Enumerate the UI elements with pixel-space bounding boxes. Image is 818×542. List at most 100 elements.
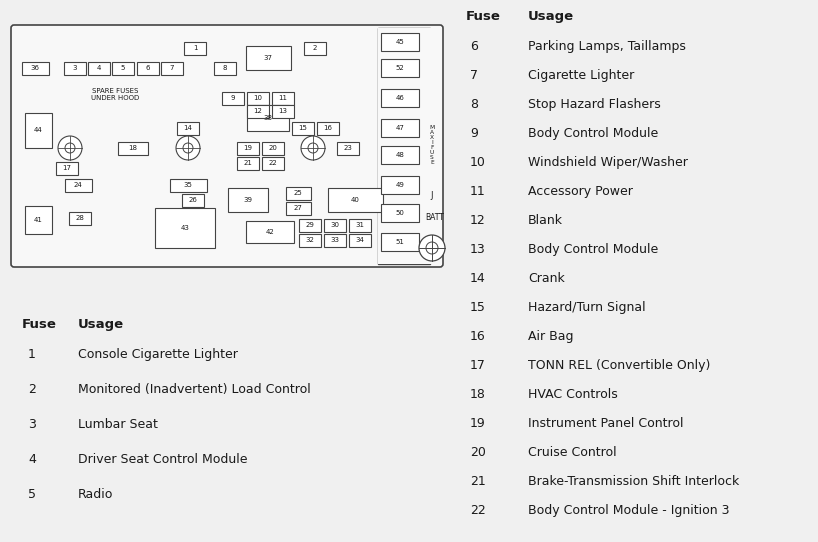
Text: 3: 3 <box>73 65 77 71</box>
Text: 30: 30 <box>330 222 339 228</box>
Bar <box>299 234 321 247</box>
Text: 16: 16 <box>470 330 486 343</box>
Text: 19: 19 <box>470 417 486 430</box>
Bar <box>337 141 359 154</box>
Text: 52: 52 <box>396 65 404 71</box>
Circle shape <box>183 143 193 153</box>
Text: 1: 1 <box>28 348 36 361</box>
Bar <box>137 61 159 74</box>
Text: 18: 18 <box>128 145 137 151</box>
Text: 22: 22 <box>470 504 486 517</box>
Text: Cruise Control: Cruise Control <box>528 446 617 459</box>
Text: Air Bag: Air Bag <box>528 330 573 343</box>
Text: 41: 41 <box>34 217 43 223</box>
Text: Body Control Module - Ignition 3: Body Control Module - Ignition 3 <box>528 504 730 517</box>
Text: Accessory Power: Accessory Power <box>528 185 633 198</box>
Text: 7: 7 <box>170 65 174 71</box>
Text: 24: 24 <box>74 182 83 188</box>
Text: 8: 8 <box>470 98 478 111</box>
Text: Lumbar Seat: Lumbar Seat <box>78 418 158 431</box>
Text: 17: 17 <box>62 165 71 171</box>
Bar <box>214 61 236 74</box>
Text: 25: 25 <box>294 190 303 196</box>
Bar <box>381 119 419 137</box>
Text: 50: 50 <box>396 210 404 216</box>
Text: Fuse: Fuse <box>466 10 501 23</box>
Text: 11: 11 <box>470 185 486 198</box>
Bar <box>65 178 92 191</box>
Text: 26: 26 <box>189 197 197 203</box>
Text: Parking Lamps, Taillamps: Parking Lamps, Taillamps <box>528 40 685 53</box>
Bar <box>177 121 199 134</box>
Text: 22: 22 <box>268 160 277 166</box>
Text: Usage: Usage <box>528 10 574 23</box>
Text: 10: 10 <box>254 95 263 101</box>
Bar <box>285 186 311 199</box>
FancyBboxPatch shape <box>11 25 443 267</box>
Text: 39: 39 <box>244 197 253 203</box>
Text: 5: 5 <box>28 488 36 501</box>
Bar <box>155 208 215 248</box>
Bar <box>56 162 78 175</box>
Bar <box>237 141 259 154</box>
Text: 18: 18 <box>470 388 486 401</box>
Bar <box>25 206 52 234</box>
Bar <box>169 178 206 191</box>
Bar <box>247 105 269 118</box>
Text: 28: 28 <box>75 215 84 221</box>
Text: 40: 40 <box>351 197 359 203</box>
Text: TONN REL (Convertible Only): TONN REL (Convertible Only) <box>528 359 710 372</box>
Text: 13: 13 <box>278 108 287 114</box>
Text: Cigarette Lighter: Cigarette Lighter <box>528 69 634 82</box>
Circle shape <box>426 242 438 254</box>
Circle shape <box>176 136 200 160</box>
Bar <box>304 42 326 55</box>
Circle shape <box>419 235 445 261</box>
Bar <box>381 233 419 251</box>
Bar <box>161 61 183 74</box>
Bar <box>381 59 419 77</box>
Text: 7: 7 <box>470 69 478 82</box>
Text: 3: 3 <box>28 418 36 431</box>
Text: Body Control Module: Body Control Module <box>528 127 658 140</box>
Circle shape <box>301 136 325 160</box>
Text: 4: 4 <box>28 453 36 466</box>
Text: 27: 27 <box>294 205 303 211</box>
Text: 36: 36 <box>30 65 39 71</box>
Text: 17: 17 <box>470 359 486 372</box>
Text: M
A
X
I
F
U
S
E: M A X I F U S E <box>429 125 434 165</box>
Bar <box>88 61 110 74</box>
Text: 2: 2 <box>28 383 36 396</box>
Bar <box>245 46 290 70</box>
Text: 47: 47 <box>396 125 404 131</box>
Text: 12: 12 <box>254 108 263 114</box>
Text: Instrument Panel Control: Instrument Panel Control <box>528 417 684 430</box>
Bar <box>324 218 346 231</box>
Text: Crank: Crank <box>528 272 564 285</box>
Text: 49: 49 <box>396 182 404 188</box>
Text: 6: 6 <box>470 40 478 53</box>
Text: 1: 1 <box>193 45 197 51</box>
Bar <box>292 121 314 134</box>
Text: 42: 42 <box>266 229 274 235</box>
Text: 15: 15 <box>299 125 308 131</box>
Bar <box>222 92 244 105</box>
Bar <box>21 61 48 74</box>
Text: 14: 14 <box>470 272 486 285</box>
Bar <box>247 105 289 131</box>
Text: 12: 12 <box>470 214 486 227</box>
Bar <box>381 146 419 164</box>
Bar <box>246 221 294 243</box>
Text: 13: 13 <box>470 243 486 256</box>
Text: 9: 9 <box>470 127 478 140</box>
Circle shape <box>58 136 82 160</box>
Text: 2: 2 <box>312 45 317 51</box>
Text: 20: 20 <box>470 446 486 459</box>
Text: Console Cigarette Lighter: Console Cigarette Lighter <box>78 348 238 361</box>
Text: Usage: Usage <box>78 318 124 331</box>
Text: Radio: Radio <box>78 488 114 501</box>
Text: 16: 16 <box>323 125 332 131</box>
Bar <box>182 193 204 207</box>
Bar <box>272 92 294 105</box>
Bar <box>317 121 339 134</box>
